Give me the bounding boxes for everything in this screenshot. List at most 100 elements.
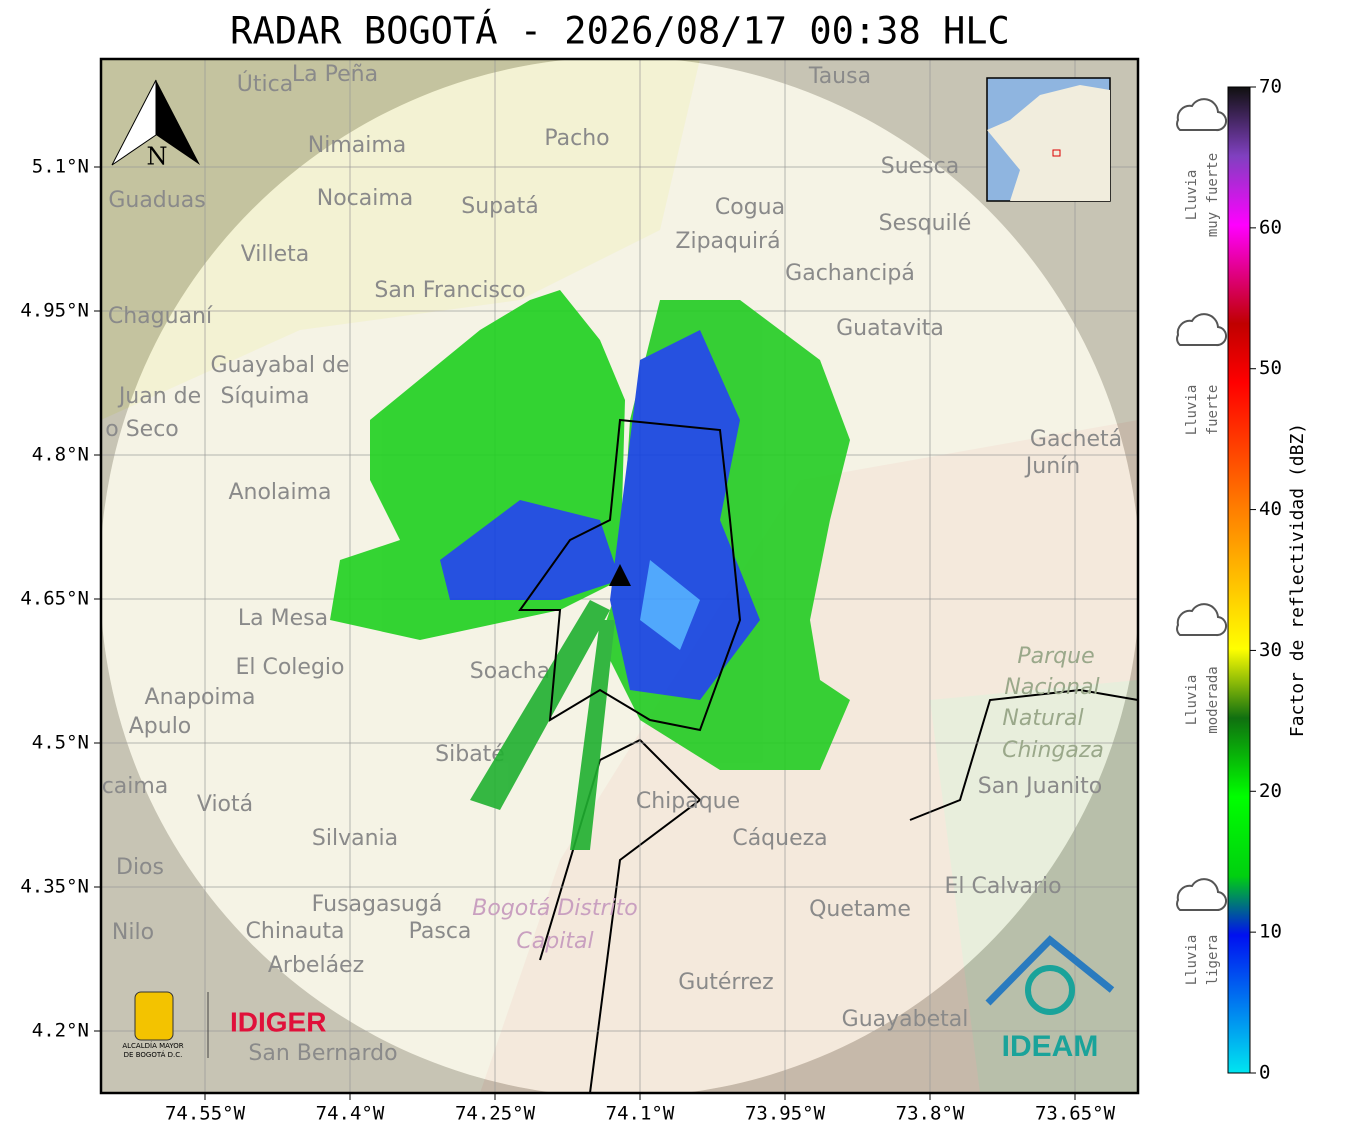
y-tick-label: 5.1°N xyxy=(32,156,89,178)
rain-level-label: Lluvia xyxy=(1184,935,1200,986)
place-label: Chinauta xyxy=(246,919,345,944)
colorbar-tick-label: 60 xyxy=(1259,216,1282,238)
place-label: Viotá xyxy=(197,792,253,817)
place-label: Nilo xyxy=(112,920,154,945)
place-label: El Calvario xyxy=(944,874,1061,899)
rain-level-label: fuerte xyxy=(1205,385,1221,436)
colorbar-tick-label: 0 xyxy=(1259,1062,1270,1084)
colorbar-tick-label: 40 xyxy=(1259,498,1282,520)
x-tick-label: 73.95°W xyxy=(745,1103,826,1125)
y-tick-label: 4.35°N xyxy=(20,876,89,898)
y-tick-label: 4.65°N xyxy=(20,588,89,610)
rain-level-label: muy fuerte xyxy=(1205,153,1221,237)
y-tick-label: 4.8°N xyxy=(32,444,89,466)
place-label: Chaguaní xyxy=(108,304,213,329)
place-label: Apulo xyxy=(129,714,192,739)
rain-level-label: ligera xyxy=(1205,935,1221,986)
place-label: Chingaza xyxy=(1002,738,1104,763)
place-label: San Bernardo xyxy=(248,1041,397,1066)
place-label: Villeta xyxy=(241,242,310,267)
logo-alcaldia: ALCALDÍA MAYOR DE BOGOTÁ D.C. IDIGER xyxy=(122,991,326,1059)
place-label: Anapoima xyxy=(145,685,256,710)
place-label: Nimaima xyxy=(308,133,407,158)
place-label: Pacho xyxy=(544,126,609,151)
place-label: o Seco xyxy=(105,417,179,442)
logo-ideam-text: IDEAM xyxy=(1002,1030,1099,1063)
rain-levels: Lluvia muy fuerte Lluvia fuerte Lluvia modera… xyxy=(1176,98,1227,986)
logo-idiger: IDIGER xyxy=(230,1006,326,1037)
inset-map xyxy=(986,77,1111,202)
place-label: San Juanito xyxy=(978,774,1102,799)
x-tick-label: 73.65°W xyxy=(1035,1103,1116,1125)
place-label: Tausa xyxy=(808,64,871,89)
logo-text: ALCALDÍA MAYOR xyxy=(122,1041,183,1050)
rain-level-label: moderada xyxy=(1205,666,1221,733)
graticule xyxy=(101,59,1138,1093)
map-frame xyxy=(99,57,1140,1095)
place-label: Pasca xyxy=(409,919,472,944)
place-label: Junín xyxy=(1024,454,1080,479)
place-label: Gachancipá xyxy=(785,261,915,286)
logo-text: DE BOGOTÁ D.C. xyxy=(124,1050,183,1059)
rain-level-label: Lluvia xyxy=(1184,675,1200,726)
place-label: Cáqueza xyxy=(732,826,827,851)
colorbar-tick-label: 70 xyxy=(1259,76,1282,98)
x-tick-label: 74.4°W xyxy=(316,1103,385,1125)
place-label: Supatá xyxy=(461,194,538,219)
x-tick-label: 74.1°W xyxy=(606,1103,675,1125)
radar-echo xyxy=(330,290,850,850)
place-label: Suesca xyxy=(881,154,959,179)
place-label: Silvania xyxy=(312,826,398,851)
x-tick-label: 74.55°W xyxy=(165,1103,246,1125)
weather-icon xyxy=(1176,878,1227,912)
place-label: Quetame xyxy=(809,897,911,922)
colorbar xyxy=(1227,86,1251,1074)
place-label: Síquima xyxy=(220,384,309,409)
colorbar-tick-label: 10 xyxy=(1259,921,1282,943)
place-label: Soacha xyxy=(470,659,550,684)
place-label: Útica xyxy=(237,71,293,97)
place-label: Juan de xyxy=(117,384,201,409)
place-label: Cogua xyxy=(715,195,785,220)
rain-level-label: Lluvia xyxy=(1184,385,1200,436)
x-tick-label: 74.25°W xyxy=(455,1103,536,1125)
y-tick-label: 4.95°N xyxy=(20,300,89,322)
y-tick-label: 4.5°N xyxy=(32,732,89,754)
y-tick-label: 4.2°N xyxy=(32,1020,89,1042)
place-label: El Colegio xyxy=(235,655,344,680)
place-label: San Francisco xyxy=(374,278,525,303)
place-label: Guaduas xyxy=(108,188,205,213)
place-label: La Mesa xyxy=(238,606,328,631)
north-arrow: N xyxy=(111,79,200,171)
title: RADAR BOGOTÁ - 2026/08/17 00:38 HLC xyxy=(230,9,1010,53)
place-label: Guatavita xyxy=(836,316,944,341)
place-label: Dios xyxy=(116,855,164,880)
place-label: Gutérrez xyxy=(678,970,773,995)
place-label: Bogotá Distrito xyxy=(472,896,637,921)
place-label: Natural xyxy=(1002,706,1083,731)
place-label: caima xyxy=(102,774,169,799)
weather-icon xyxy=(1176,98,1227,132)
place-label: Nacional xyxy=(1004,675,1099,700)
x-tick-label: 73.8°W xyxy=(896,1103,965,1125)
place-label: Guayabal de xyxy=(210,353,349,378)
place-label: Capital xyxy=(516,929,593,954)
rain-level-label: Lluvia xyxy=(1184,170,1200,221)
place-label: Chipaque xyxy=(636,789,740,814)
place-label: La Peña xyxy=(292,62,378,87)
place-label: Anolaima xyxy=(228,480,331,505)
place-label: Gachetá xyxy=(1030,427,1122,452)
weather-icon xyxy=(1176,313,1227,347)
colorbar-tick-label: 20 xyxy=(1259,780,1282,802)
colorbar-label: Factor de reflectividad (dBZ) xyxy=(1287,423,1308,737)
north-label: N xyxy=(147,143,168,171)
place-label: Sesquilé xyxy=(879,211,972,236)
place-label: Guayabetal xyxy=(842,1007,969,1032)
place-label: Nocaima xyxy=(317,186,414,211)
place-label: Arbeláez xyxy=(268,953,364,978)
colorbar-tick-label: 50 xyxy=(1259,357,1282,379)
place-label: Parque xyxy=(1017,644,1094,669)
